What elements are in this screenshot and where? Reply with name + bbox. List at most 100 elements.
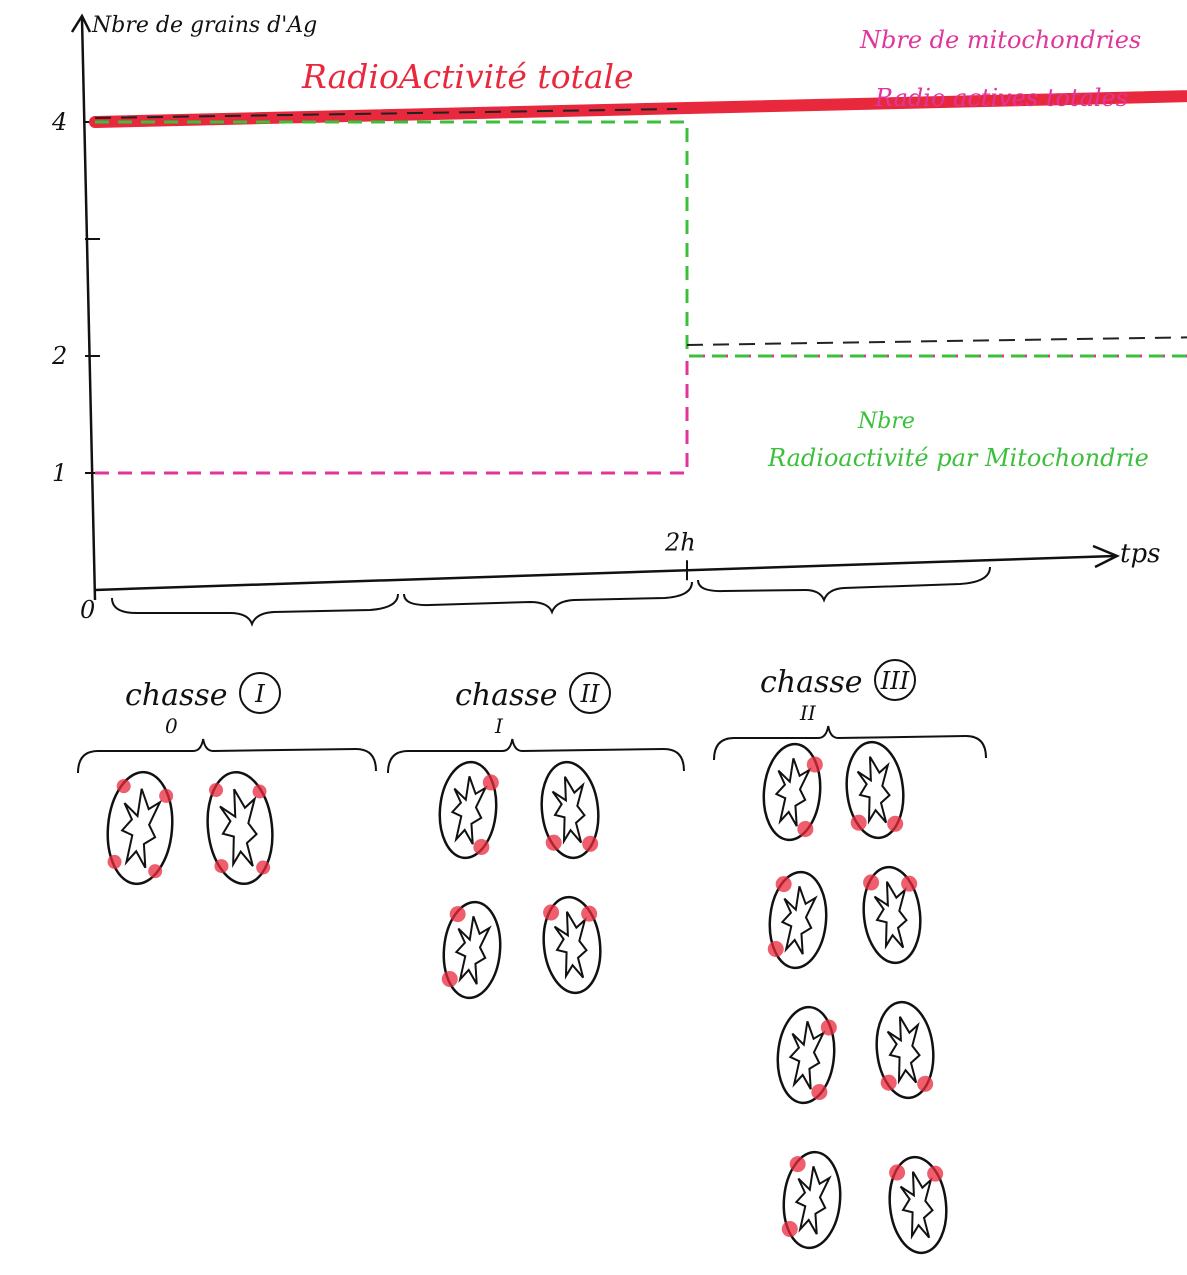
label-radio-total: RadioActivité totale	[301, 57, 634, 96]
mitochondrion	[441, 900, 502, 1000]
phase-header: chasse I 0	[77, 672, 377, 774]
phase-label: chasse	[760, 665, 863, 700]
phase-sub: 0	[165, 714, 178, 738]
mitochondrion-membrane	[542, 895, 602, 995]
chart-labels: Nbre de grains d'Ag tps RadioActivité to…	[91, 13, 1160, 569]
mitochondrion	[845, 740, 905, 840]
mitochondrion-cristae	[794, 1166, 832, 1235]
radioactive-grain	[880, 1074, 897, 1091]
series-line	[95, 120, 1187, 358]
label-per-mito-1: Nbre	[857, 409, 915, 434]
mitochondrion	[438, 760, 499, 860]
radioactive-grain	[811, 1084, 828, 1101]
radioactive-grain	[107, 854, 122, 869]
mitochondrion	[776, 1005, 837, 1105]
brace-phase-1	[111, 593, 399, 627]
axes	[70, 13, 1121, 601]
label-radio-actives: Radio actives totales	[874, 84, 1128, 112]
mitochondrion-membrane	[845, 740, 905, 840]
phase-label: chasse	[125, 678, 228, 713]
radioactive-grain	[209, 783, 224, 798]
radioactive-grain	[148, 864, 163, 879]
radioactive-grain	[775, 876, 792, 893]
radioactive-grain	[797, 821, 814, 838]
mitochondrion-membrane	[540, 760, 600, 860]
brace-phase-3	[697, 566, 991, 603]
x-axis-arrow	[1092, 544, 1121, 569]
mitochondrion	[540, 760, 600, 860]
brace-phase-2	[403, 581, 693, 615]
y-tick-label: 1	[52, 459, 67, 487]
phase-roman: III	[880, 667, 910, 695]
mitochondrion-membrane	[106, 770, 174, 886]
radioactive-grain	[889, 1164, 906, 1181]
radioactive-grain	[159, 788, 174, 803]
label-per-mito-2: Radioactivité par Mitochondrie	[767, 444, 1149, 472]
radioactive-grain	[582, 835, 599, 852]
radioactive-grain	[767, 940, 784, 957]
series-line	[89, 90, 1187, 128]
phase-roman: I	[254, 680, 265, 708]
mitochondrion-membrane	[782, 1150, 842, 1250]
phase-brace	[77, 738, 377, 774]
mitochondrion-cristae	[899, 1171, 934, 1240]
radioactive-grain	[820, 1019, 837, 1036]
x-tick-label: 0	[80, 596, 95, 624]
mitochondrion-cristae	[551, 776, 586, 845]
mitochondrion	[888, 1155, 948, 1255]
radioactive-grain	[927, 1165, 944, 1182]
phase-number-circle	[569, 672, 611, 714]
mitochondrion-cristae	[856, 756, 891, 825]
mitochondrion-cristae	[219, 788, 258, 868]
phase-sub: II	[799, 701, 817, 725]
radioactive-grain	[256, 860, 271, 875]
mitochondrion-cristae	[450, 776, 488, 845]
mitochondrion-cristae	[780, 886, 818, 955]
mitochondrion-cristae	[788, 1021, 826, 1090]
mitochondrion-cristae	[886, 1016, 921, 1085]
mitochondrion-cristae	[454, 916, 492, 985]
y-axis-arrow	[70, 13, 92, 33]
phase-number-circle	[239, 672, 281, 714]
radioactive-grain	[543, 904, 560, 921]
mitochondrion-cristae	[774, 758, 812, 827]
mitochondria-drawings	[106, 740, 948, 1255]
radioactive-grain	[482, 774, 499, 791]
y-tick-label: 4	[51, 108, 67, 136]
x-axis	[94, 554, 1116, 592]
radioactive-grain	[887, 815, 904, 832]
x-axis-label: tps	[1120, 539, 1160, 569]
mitochondrion-membrane	[862, 865, 922, 965]
radioactive-grain	[581, 905, 598, 922]
y-axis-label: Nbre de grains d'Ag	[91, 13, 317, 38]
mitochondrion	[542, 895, 602, 995]
radioactive-grain	[545, 834, 562, 851]
mitochondrion	[106, 770, 174, 886]
radioactive-grain	[917, 1075, 934, 1092]
radioactive-grain	[449, 906, 466, 923]
mitochondrion-membrane	[438, 760, 498, 860]
phase-number-circle	[874, 659, 916, 701]
radioactive-grain	[473, 839, 490, 856]
mitochondrion-membrane	[442, 900, 502, 1000]
mitochondrion-membrane	[776, 1005, 836, 1105]
phase-roman: II	[580, 680, 600, 708]
mitochondrion	[875, 1000, 935, 1100]
radioactive-grain	[789, 1156, 806, 1173]
mitochondrion	[762, 742, 823, 842]
overlay-segment	[686, 336, 1187, 346]
mitochondrion-cristae	[553, 911, 588, 980]
mitochondrion-membrane	[768, 870, 828, 970]
phase-brace	[387, 738, 685, 774]
radioactive-grain	[214, 859, 229, 874]
phase-label: chasse	[455, 678, 558, 713]
mitochondrion-membrane	[875, 1000, 935, 1100]
mitochondrion-membrane	[206, 770, 274, 886]
mitochondrion	[781, 1150, 842, 1250]
phase-brace	[713, 725, 987, 761]
mitochondrion	[206, 770, 274, 886]
phase-sub: I	[494, 714, 504, 738]
